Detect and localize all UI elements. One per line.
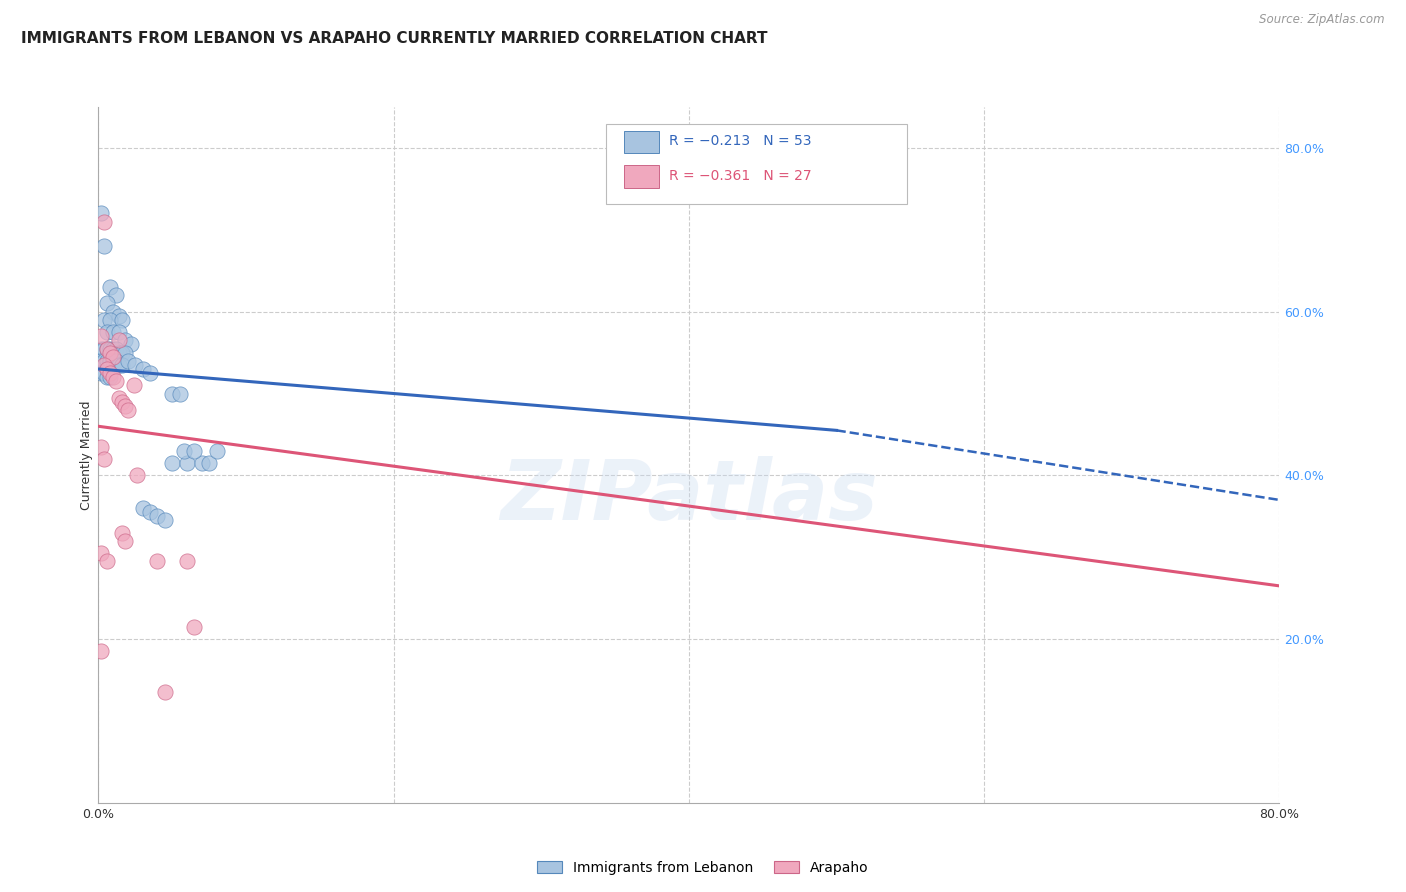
- Text: Source: ZipAtlas.com: Source: ZipAtlas.com: [1260, 13, 1385, 27]
- Point: [111, 345, 134, 359]
- Point: [122, 378, 145, 392]
- Legend: Immigrants from Lebanon, Arapaho: Immigrants from Lebanon, Arapaho: [531, 855, 875, 880]
- Point: [146, 509, 169, 524]
- Point: [108, 334, 131, 348]
- Text: ZIPatlas: ZIPatlas: [501, 456, 877, 537]
- Text: R = −0.361   N = 27: R = −0.361 N = 27: [669, 169, 811, 183]
- Point: [96, 370, 118, 384]
- Point: [105, 288, 128, 302]
- Point: [103, 370, 125, 384]
- Point: [90, 342, 112, 356]
- Point: [96, 342, 118, 356]
- Point: [108, 325, 131, 339]
- Text: R = −0.213   N = 53: R = −0.213 N = 53: [669, 134, 811, 148]
- Point: [114, 399, 136, 413]
- Point: [98, 342, 121, 356]
- Text: IMMIGRANTS FROM LEBANON VS ARAPAHO CURRENTLY MARRIED CORRELATION CHART: IMMIGRANTS FROM LEBANON VS ARAPAHO CURRE…: [21, 31, 768, 46]
- Bar: [624, 166, 659, 187]
- Point: [103, 325, 125, 339]
- Point: [96, 342, 118, 356]
- Point: [108, 309, 131, 323]
- Point: [103, 342, 125, 356]
- Point: [90, 206, 112, 220]
- Point: [98, 313, 121, 327]
- Point: [96, 296, 118, 310]
- Point: [114, 533, 136, 548]
- Point: [90, 546, 112, 560]
- Point: [108, 391, 131, 405]
- Point: [111, 525, 134, 540]
- Point: [114, 345, 136, 359]
- Point: [139, 505, 162, 519]
- Point: [98, 366, 121, 380]
- Point: [176, 554, 198, 568]
- Y-axis label: Currently Married: Currently Married: [80, 401, 93, 509]
- Point: [103, 304, 125, 318]
- Point: [117, 353, 139, 368]
- Point: [96, 353, 118, 368]
- Point: [93, 366, 115, 380]
- Point: [146, 554, 169, 568]
- Point: [108, 358, 131, 372]
- Point: [111, 394, 134, 409]
- Point: [153, 513, 176, 527]
- Point: [108, 345, 131, 359]
- Point: [169, 386, 191, 401]
- Point: [111, 358, 134, 372]
- Point: [120, 337, 142, 351]
- Point: [93, 313, 115, 327]
- Point: [93, 342, 115, 356]
- Point: [183, 443, 205, 458]
- Point: [90, 440, 112, 454]
- Point: [103, 353, 125, 368]
- Point: [90, 644, 112, 658]
- Point: [93, 452, 115, 467]
- Point: [93, 358, 115, 372]
- FancyBboxPatch shape: [606, 124, 907, 204]
- Point: [125, 468, 148, 483]
- Point: [93, 353, 115, 368]
- Point: [139, 366, 162, 380]
- Point: [98, 345, 121, 359]
- Point: [162, 386, 183, 401]
- Point: [132, 501, 155, 516]
- Point: [93, 239, 115, 253]
- Point: [105, 342, 128, 356]
- Point: [153, 685, 176, 699]
- Bar: [624, 131, 659, 153]
- Point: [173, 443, 195, 458]
- Point: [96, 325, 118, 339]
- Point: [96, 554, 118, 568]
- Point: [105, 374, 128, 388]
- Point: [162, 456, 183, 470]
- Point: [132, 362, 155, 376]
- Point: [93, 214, 115, 228]
- Point: [191, 456, 214, 470]
- Point: [124, 358, 146, 372]
- Point: [98, 280, 121, 294]
- Point: [98, 353, 121, 368]
- Point: [198, 456, 221, 470]
- Point: [90, 353, 112, 368]
- Point: [176, 456, 198, 470]
- Point: [205, 443, 228, 458]
- Point: [98, 370, 121, 384]
- Point: [117, 403, 139, 417]
- Point: [96, 362, 118, 376]
- Point: [114, 334, 136, 348]
- Point: [90, 366, 112, 380]
- Point: [103, 350, 125, 364]
- Point: [105, 353, 128, 368]
- Point: [111, 313, 134, 327]
- Point: [90, 329, 112, 343]
- Point: [183, 620, 205, 634]
